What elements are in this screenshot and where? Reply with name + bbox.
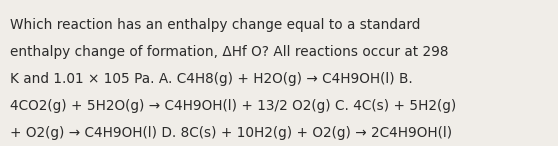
Text: + O2(g) → C4H9OH(l) D. 8C(s) + 10H2(g) + O2(g) → 2C4H9OH(l): + O2(g) → C4H9OH(l) D. 8C(s) + 10H2(g) +… bbox=[10, 126, 452, 140]
Text: enthalpy change of formation, ΔHf O? All reactions occur at 298: enthalpy change of formation, ΔHf O? All… bbox=[10, 45, 449, 59]
Text: 4CO2(g) + 5H2O(g) → C4H9OH(l) + 13/2 O2(g) C. 4C(s) + 5H2(g): 4CO2(g) + 5H2O(g) → C4H9OH(l) + 13/2 O2(… bbox=[10, 99, 456, 113]
Text: K and 1.01 × 105 Pa. A. C4H8(g) + H2O(g) → C4H9OH(l) B.: K and 1.01 × 105 Pa. A. C4H8(g) + H2O(g)… bbox=[10, 72, 413, 86]
Text: Which reaction has an enthalpy change equal to a standard: Which reaction has an enthalpy change eq… bbox=[10, 18, 420, 32]
